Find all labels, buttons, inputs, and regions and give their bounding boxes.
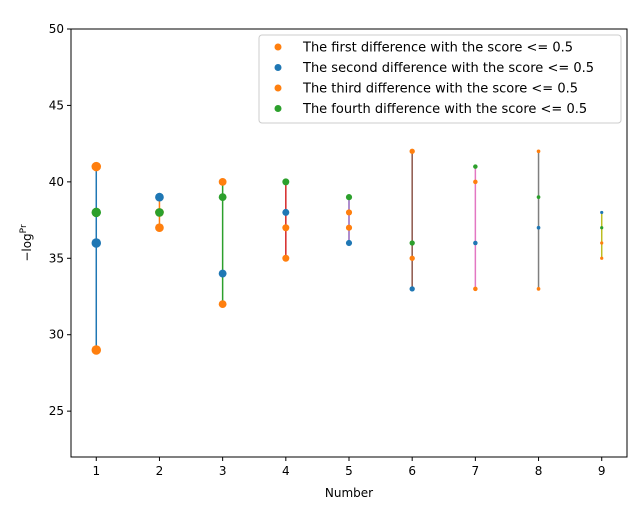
data-point [409, 240, 415, 246]
y-axis-title: −logPr [19, 224, 34, 262]
legend-label: The fourth difference with the score <= … [302, 102, 587, 117]
data-point [91, 238, 102, 248]
data-point [155, 192, 164, 202]
data-point [473, 164, 478, 169]
y-tick-label: 35 [49, 251, 64, 265]
data-point [409, 148, 415, 154]
x-tick-label: 1 [92, 464, 100, 478]
data-point [473, 240, 478, 246]
data-point [218, 269, 227, 278]
y-tick-label: 25 [49, 404, 64, 418]
data-point [345, 194, 353, 201]
data-point [600, 241, 604, 245]
data-point [218, 177, 227, 186]
y-tick-label: 30 [49, 328, 64, 342]
data-point [282, 178, 290, 186]
y-axis-title-main: −log [20, 233, 34, 261]
legend-label: The third difference with the score <= 0… [302, 82, 578, 97]
y-tick-label: 40 [49, 175, 64, 189]
data-point [282, 254, 290, 262]
x-tick-label: 2 [156, 464, 164, 478]
legend-marker [274, 64, 282, 71]
x-axis-ticks: 1 2 3 4 5 6 7 8 9 [92, 457, 606, 478]
data-point [600, 226, 604, 230]
y-axis-title-superscript: Pr [19, 224, 29, 233]
data-point [409, 286, 415, 292]
data-points [91, 148, 604, 355]
data-point [155, 208, 164, 217]
data-point [345, 224, 353, 231]
x-axis-title: Number [325, 486, 373, 500]
legend-marker [274, 105, 282, 112]
legend-label: The first difference with the score <= 0… [302, 41, 573, 56]
legend: The first difference with the score <= 0… [258, 34, 622, 124]
x-tick-label: 3 [219, 464, 227, 478]
data-point [409, 255, 415, 261]
x-tick-label: 4 [282, 464, 290, 478]
data-point [345, 239, 353, 247]
range-lines [95, 151, 603, 350]
data-point [155, 223, 164, 233]
data-point [473, 286, 478, 292]
legend-marker [274, 43, 282, 51]
data-point [600, 210, 604, 215]
data-point [218, 193, 227, 202]
data-point [536, 195, 541, 199]
data-point [91, 161, 102, 172]
data-point [282, 208, 290, 216]
data-point [218, 300, 227, 309]
x-tick-label: 7 [472, 464, 480, 478]
data-point [282, 224, 290, 232]
y-tick-label: 45 [49, 98, 64, 112]
x-tick-label: 5 [345, 464, 353, 478]
data-point [536, 225, 541, 230]
data-point [91, 207, 102, 218]
x-tick-label: 8 [535, 464, 543, 478]
legend-box [258, 34, 622, 124]
data-point [536, 149, 541, 154]
x-tick-label: 6 [408, 464, 416, 478]
data-point [345, 209, 353, 216]
legend-label: The second difference with the score <= … [302, 61, 594, 76]
x-tick-label: 9 [598, 464, 606, 478]
data-point [473, 179, 478, 185]
legend-marker [274, 84, 282, 92]
data-point [600, 256, 604, 260]
data-point [536, 287, 541, 291]
y-tick-label: 50 [49, 22, 64, 36]
y-axis-ticks: 25 30 35 40 45 50 [49, 22, 71, 418]
data-point [91, 345, 102, 355]
